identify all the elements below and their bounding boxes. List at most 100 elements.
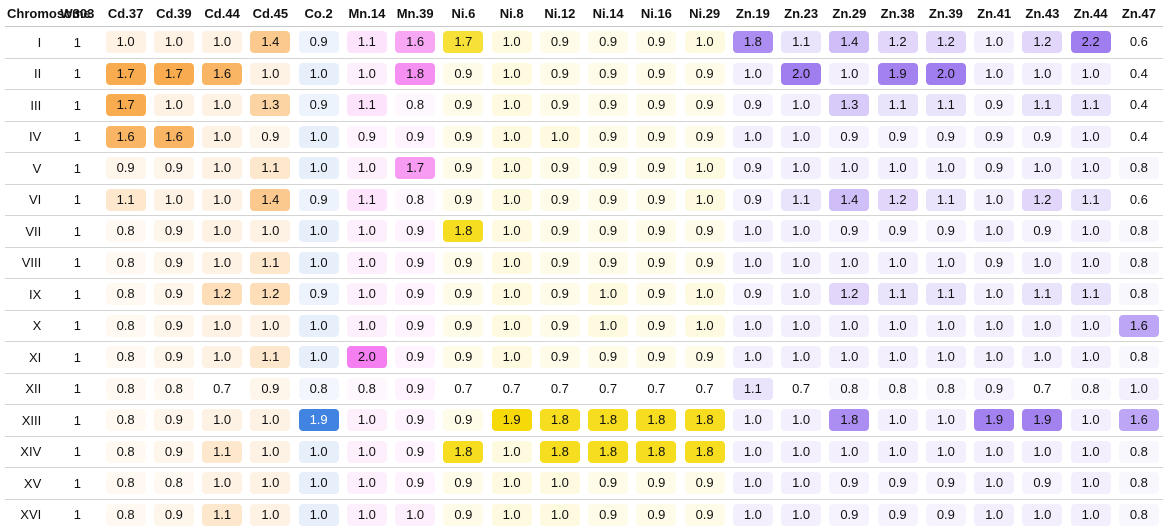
cell: 1.0 <box>728 57 777 90</box>
cell: 1.2 <box>921 26 970 58</box>
value-chip: 1.0 <box>732 62 773 85</box>
value-chip: 1.0 <box>732 440 773 463</box>
header-zn-29: Zn.29 <box>825 0 874 27</box>
cell: 1.7 <box>101 89 150 121</box>
cell: 0.9 <box>584 341 633 373</box>
value-chip: 0.8 <box>1118 503 1159 526</box>
value-chip: 1.0 <box>684 314 725 337</box>
value-chip: 0.9 <box>925 503 966 526</box>
value-chip: 0.9 <box>684 503 725 526</box>
value-chip: 0.9 <box>636 220 677 243</box>
cell: 0.9 <box>149 215 198 247</box>
cell: 1.0 <box>584 309 633 342</box>
value-chip: 1.0 <box>298 503 339 526</box>
cell: 0.9 <box>342 120 391 153</box>
value-chip: 1.0 <box>925 440 966 463</box>
header-cd-37: Cd.37 <box>101 0 150 27</box>
header-ni-16: Ni.16 <box>632 0 681 27</box>
value-chip: 1.0 <box>202 409 243 432</box>
value-chip: 1.0 <box>298 472 339 495</box>
cell: 0.9 <box>1018 467 1067 499</box>
table-row: IV 1 1.6 1.6 1.0 0.9 1.0 0.9 0.9 0.9 1.0 1.0 0.9 0.9 0… <box>5 120 1163 153</box>
cell: 0.8 <box>101 278 150 310</box>
cell: 0.8 <box>1114 467 1163 499</box>
value-chip: 0.9 <box>588 31 629 54</box>
cell: 0.9 <box>535 246 584 279</box>
cell: 1.0 <box>873 404 922 436</box>
table-row: V 1 0.9 0.9 1.0 1.1 1.0 1.0 1.7 0.9 1.0 0.9 0.9 0.9 1.… <box>5 152 1163 184</box>
cell: 0.9 <box>439 404 488 436</box>
value-chip: 0.9 <box>588 503 629 526</box>
row-label: V <box>5 152 54 184</box>
value-chip: 1.0 <box>202 472 243 495</box>
cell: 1.1 <box>342 89 391 121</box>
cell: 0.9 <box>632 152 681 184</box>
cell: 1.0 <box>777 341 826 373</box>
cell: 1.0 <box>777 152 826 184</box>
cell: 1.1 <box>873 278 922 310</box>
value-chip: 0.9 <box>636 314 677 337</box>
cell: 0.9 <box>584 26 633 58</box>
cell: 0.9 <box>149 246 198 279</box>
value-chip: 0.9 <box>684 125 725 148</box>
cell: 1.8 <box>584 435 633 468</box>
cell: 1.0 <box>294 152 343 184</box>
value-chip: 1.0 <box>202 31 243 54</box>
cell: 1.0 <box>198 152 247 184</box>
cell: 1.7 <box>391 152 440 184</box>
cell: 1.1 <box>728 372 777 405</box>
cell: 0.9 <box>439 89 488 121</box>
cell: 1.0 <box>584 278 633 310</box>
cell: 1.0 <box>1066 246 1115 279</box>
row-label: III <box>5 89 54 121</box>
value-chip: 0.8 <box>298 377 339 400</box>
value-chip: 1.0 <box>925 314 966 337</box>
header-zn-44: Zn.44 <box>1066 0 1115 27</box>
value-chip: 0.9 <box>250 125 291 148</box>
value-chip: 0.9 <box>588 94 629 117</box>
cell: 1.0 <box>873 152 922 184</box>
cell: 1.0 <box>777 498 826 530</box>
cell: 0.8 <box>101 246 150 279</box>
cell: 1.0 <box>921 152 970 184</box>
value-chip: 0.9 <box>539 188 580 211</box>
cell: 1.0 <box>1066 152 1115 184</box>
cell: 1 <box>53 498 102 530</box>
cell: 1.9 <box>873 57 922 90</box>
value-chip: 1.0 <box>1070 472 1111 495</box>
value-chip: 0.9 <box>588 157 629 180</box>
value-chip: 0.8 <box>105 251 146 274</box>
cell: 0.9 <box>632 215 681 247</box>
value-chip: 0.9 <box>684 62 725 85</box>
value-chip: 1.0 <box>877 409 918 432</box>
value-chip: 0.8 <box>925 377 966 400</box>
value-chip: 1.6 <box>395 31 436 54</box>
value-chip: 1.0 <box>829 62 870 85</box>
cell: 0.9 <box>439 152 488 184</box>
cell: 1.0 <box>680 26 729 58</box>
value-chip: 1.0 <box>1022 503 1063 526</box>
cell: 1.6 <box>391 26 440 58</box>
header-mn-39: Mn.39 <box>391 0 440 27</box>
value-chip: 0.9 <box>732 157 773 180</box>
cell: 0.9 <box>439 309 488 342</box>
cell: 1 <box>53 435 102 468</box>
header-cd-44: Cd.44 <box>198 0 247 27</box>
value-chip: 1.6 <box>153 125 194 148</box>
cell: 1.0 <box>198 215 247 247</box>
cell: 1 <box>53 152 102 184</box>
value-chip: 1.0 <box>298 440 339 463</box>
cell: 0.9 <box>391 341 440 373</box>
table-row: XII 1 0.8 0.8 0.7 0.9 0.8 0.8 0.9 0.7 0.7 0.7 0.7 0.7… <box>5 372 1163 405</box>
value-chip: 1.0 <box>491 503 532 526</box>
cell: 1.9 <box>487 404 536 436</box>
value-chip: 1.0 <box>974 31 1015 54</box>
cell: 0.9 <box>632 341 681 373</box>
cell: 1.8 <box>391 57 440 90</box>
cell: 0.9 <box>728 278 777 310</box>
cell: 1.0 <box>535 120 584 153</box>
row-label: II <box>5 57 54 90</box>
value-chip: 1.0 <box>732 503 773 526</box>
value-chip: 1.0 <box>684 31 725 54</box>
cell: 0.8 <box>101 467 150 499</box>
